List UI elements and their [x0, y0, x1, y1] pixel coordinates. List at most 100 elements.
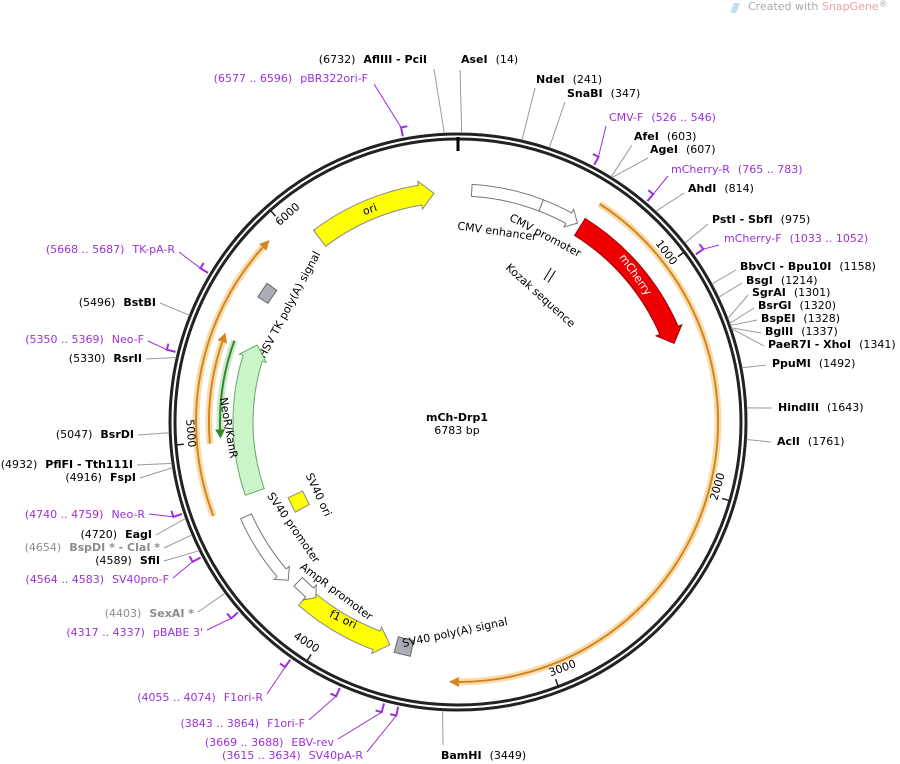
site-leader [433, 68, 445, 134]
label-position: (4740 .. 4759) [25, 508, 104, 521]
label-name: mCherry-R [671, 163, 730, 176]
primer-leader [337, 711, 382, 740]
feature-box [393, 636, 415, 657]
site-leader [727, 294, 749, 319]
label-position: (5668 .. 5687) [46, 243, 125, 256]
coordinate-label: 5000 [183, 419, 198, 448]
primer-marker [695, 243, 705, 256]
label-position: (4932) [1, 458, 38, 471]
site-leader [741, 364, 767, 369]
label-position: (4403) [105, 607, 142, 620]
site-leader [718, 282, 743, 298]
primer-leader [148, 513, 174, 518]
feature-marker [547, 270, 556, 283]
site-leader [610, 144, 633, 178]
coordinate-label: 3000 [547, 657, 578, 679]
feature-label: SV40 poly(A) signal [401, 615, 509, 650]
primer-marker [198, 262, 209, 274]
label-position: (347) [611, 87, 641, 100]
label-name: SexAI * [149, 607, 194, 620]
label-name: FspI [110, 471, 136, 484]
label-position: (3843 .. 3864) [181, 717, 260, 730]
label-position: (4564 .. 4583) [25, 573, 104, 586]
label-position: (14) [496, 53, 519, 66]
site-leader [746, 438, 772, 443]
label-name: PstI - SbfI [712, 213, 773, 226]
label-position: (975) [781, 213, 811, 226]
orf-halo [458, 200, 722, 686]
primer-leader [206, 617, 232, 631]
label-position: (6732) [319, 53, 356, 66]
site-leader [159, 302, 190, 316]
label-position: (1301) [794, 286, 831, 299]
site-leader [163, 550, 200, 562]
feature-label: HSV TK poly(A) signal [256, 249, 323, 360]
label-position: (241) [573, 73, 603, 86]
label-name: PflFI - Tth111I [45, 458, 133, 471]
label-name: AflIII - PciI [363, 53, 427, 66]
label-name: RsrII [113, 352, 142, 365]
label-name: HindIII [778, 401, 819, 414]
site-leader [521, 87, 536, 141]
primer-marker [170, 510, 183, 519]
label-name: BamHI [441, 749, 482, 762]
label-position: (5047) [56, 428, 93, 441]
site-leader [139, 467, 173, 479]
label-name: BglII [765, 325, 793, 338]
label-name: NdeI [536, 73, 565, 86]
label-position: (1337) [801, 325, 838, 338]
orf-head [448, 677, 459, 687]
site-leader [731, 327, 762, 334]
site-leader [459, 69, 463, 134]
primer-marker [375, 703, 385, 714]
watermark-brand: SnapGene [822, 0, 879, 13]
label-name: BstBI [123, 296, 156, 309]
site-leader [197, 592, 226, 613]
site-leader [711, 269, 737, 285]
primer-marker [279, 659, 292, 669]
label-name: pBR322ori-F [300, 72, 368, 85]
label-position: (1761) [808, 435, 845, 448]
coordinate-tick [175, 443, 184, 446]
label-name: BsrGI [758, 299, 791, 312]
label-name: SfiI [140, 554, 160, 567]
label-position: (3449) [490, 749, 527, 762]
orf-head [217, 332, 227, 344]
site-leader [548, 101, 566, 148]
label-position: (1328) [803, 312, 840, 325]
orf-arc [195, 246, 264, 517]
primer-marker [188, 555, 201, 564]
label-position: (1643) [827, 401, 864, 414]
primer-marker [592, 153, 600, 166]
feature-arrow [312, 180, 435, 248]
feature-label: Kozak sequence [503, 261, 578, 330]
site-leader [655, 192, 685, 212]
site-leader [155, 517, 186, 536]
feature-arrow [538, 199, 579, 228]
primer-marker [330, 687, 341, 698]
feature-marker [543, 267, 552, 281]
label-name: BspDI * - ClaI * [69, 541, 160, 554]
primer-marker [226, 611, 239, 620]
label-name: TK-pA-R [131, 243, 175, 256]
primer-leader [308, 695, 337, 721]
watermark-mark: ® [879, 0, 888, 10]
coordinate-label: 4000 [291, 629, 322, 655]
label-name: Neo-R [111, 508, 145, 521]
orf-arc [458, 203, 720, 683]
label-name: BspEI [761, 312, 795, 325]
feature-arrow [297, 589, 391, 655]
label-position: (1320) [799, 299, 836, 312]
feature-arrow [573, 217, 683, 344]
label-position: (765 .. 783) [738, 163, 803, 176]
primer-leader [172, 561, 193, 579]
label-name: BsgI [746, 274, 773, 287]
site-leader [163, 534, 193, 549]
primer-leader [266, 666, 286, 695]
orf-arc [219, 340, 236, 430]
label-position: (4317 .. 4337) [66, 626, 145, 639]
feature-box [257, 282, 278, 304]
primer-leader [597, 125, 607, 158]
label-name: F1ori-R [224, 691, 264, 704]
primer-leader [652, 175, 669, 195]
